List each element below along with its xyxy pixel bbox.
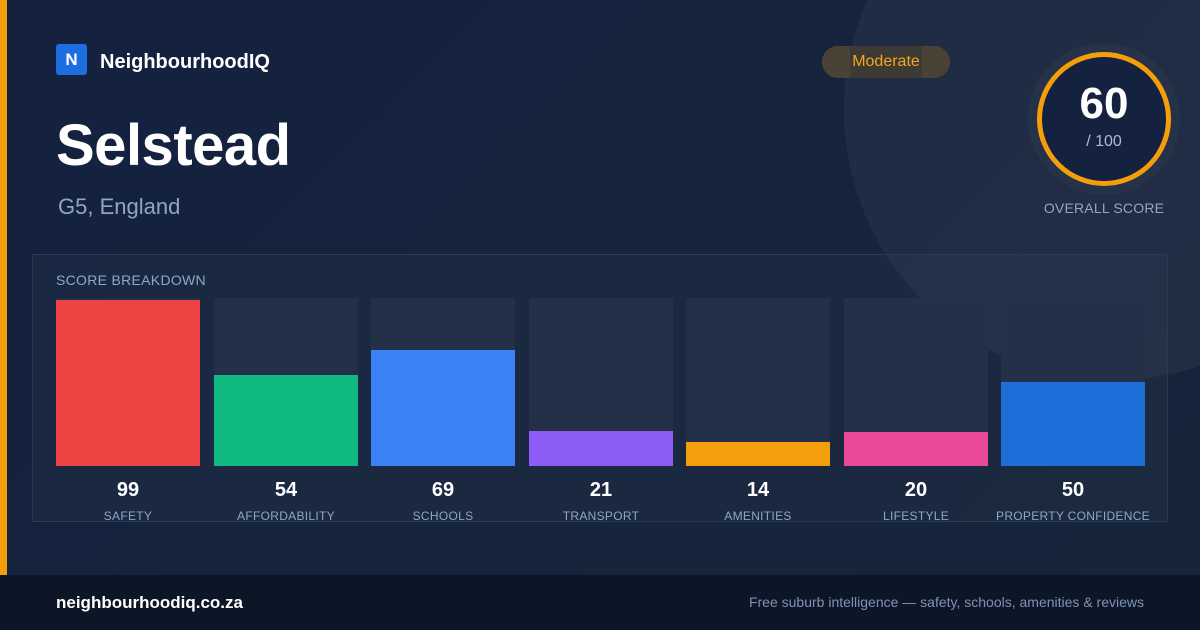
score-bar-track <box>56 298 200 466</box>
accent-bar <box>0 0 7 575</box>
score-label: PROPERTY CONFIDENCE <box>996 509 1150 523</box>
score-bar-fill <box>56 300 200 466</box>
footer: neighbourhoodiq.co.za Free suburb intell… <box>0 575 1200 630</box>
score-label: SCHOOLS <box>412 509 474 523</box>
score-label: TRANSPORT <box>562 509 640 523</box>
brand-logo-icon: N <box>56 44 87 75</box>
score-ring <box>1037 52 1171 186</box>
score-bar-fill <box>371 350 515 466</box>
rating-badge-label: Moderate <box>852 53 920 70</box>
score-breakdown-title: SCORE BREAKDOWN <box>56 272 206 288</box>
score-bar-fill <box>214 375 358 466</box>
score-bar-track <box>844 298 988 466</box>
suburb-title: Selstead <box>56 113 291 178</box>
brand-name: NeighbourhoodIQ <box>100 51 270 73</box>
overall-score-value: 60 <box>1079 79 1129 128</box>
score-value: 54 <box>274 479 298 501</box>
score-value: 14 <box>746 479 770 501</box>
score-label: SAFETY <box>103 509 153 523</box>
share-card: N NeighbourhoodIQ Selstead G5, England M… <box>0 0 1200 575</box>
footer-url-link[interactable]: neighbourhoodiq.co.za <box>56 593 243 612</box>
footer-tagline: Free suburb intelligence — safety, schoo… <box>748 594 1144 610</box>
score-bar-fill <box>844 432 988 466</box>
score-bar-fill <box>1001 382 1145 466</box>
score-label: AFFORDABILITY <box>237 509 335 523</box>
overall-score-caption: OVERALL SCORE <box>1043 200 1165 216</box>
score-value: 21 <box>589 479 613 501</box>
overall-score-max: / 100 <box>1086 133 1122 150</box>
score-value: 99 <box>116 479 140 501</box>
score-bar-track <box>529 298 673 466</box>
rating-badge: Moderate <box>822 46 950 78</box>
suburb-location: G5, England <box>58 194 181 219</box>
score-value: 20 <box>904 479 928 501</box>
score-bar-fill <box>529 431 673 466</box>
score-label: AMENITIES <box>724 509 792 523</box>
score-bar-track <box>686 298 830 466</box>
score-bar-track <box>1001 298 1145 466</box>
score-label: LIFESTYLE <box>882 509 950 523</box>
score-bar-fill <box>686 442 830 466</box>
score-bar-track <box>214 298 358 466</box>
score-breakdown-panel <box>32 254 1168 522</box>
score-value: 50 <box>1061 479 1085 501</box>
score-value: 69 <box>431 479 455 501</box>
brand[interactable]: N NeighbourhoodIQ <box>56 44 270 75</box>
score-bar-track <box>371 298 515 466</box>
